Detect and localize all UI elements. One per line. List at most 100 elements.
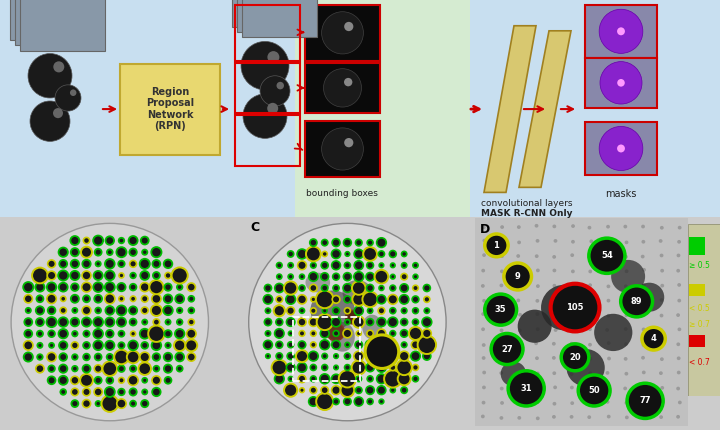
Circle shape (678, 240, 681, 244)
Circle shape (378, 307, 384, 314)
Circle shape (607, 341, 611, 345)
Circle shape (552, 342, 556, 346)
Circle shape (500, 362, 526, 386)
Circle shape (141, 237, 148, 245)
Circle shape (413, 274, 418, 279)
Circle shape (59, 283, 68, 292)
Circle shape (570, 386, 574, 390)
Circle shape (300, 308, 305, 313)
Circle shape (641, 224, 645, 228)
Circle shape (316, 393, 333, 410)
Circle shape (153, 319, 160, 326)
Circle shape (118, 342, 125, 348)
Circle shape (481, 312, 485, 316)
Circle shape (35, 283, 45, 292)
Circle shape (105, 294, 114, 304)
Circle shape (187, 283, 195, 291)
Circle shape (71, 388, 78, 396)
Circle shape (84, 237, 89, 244)
Circle shape (71, 236, 79, 245)
Circle shape (71, 400, 78, 407)
Circle shape (128, 375, 138, 385)
Circle shape (345, 342, 350, 347)
Circle shape (384, 370, 402, 387)
Circle shape (606, 387, 610, 390)
Circle shape (491, 334, 523, 365)
Circle shape (534, 387, 539, 390)
Circle shape (499, 357, 503, 361)
Circle shape (47, 283, 56, 292)
Circle shape (288, 274, 293, 279)
Circle shape (516, 298, 520, 302)
Circle shape (356, 240, 362, 246)
Circle shape (642, 400, 647, 404)
Circle shape (105, 259, 114, 269)
Circle shape (264, 285, 271, 292)
Circle shape (47, 294, 56, 304)
Circle shape (48, 366, 55, 372)
Circle shape (500, 270, 504, 273)
Circle shape (276, 274, 282, 279)
Circle shape (105, 270, 114, 280)
Circle shape (500, 225, 504, 229)
Circle shape (378, 341, 385, 348)
Circle shape (105, 306, 114, 315)
Circle shape (365, 335, 399, 369)
Circle shape (59, 353, 67, 361)
Circle shape (624, 255, 628, 259)
Circle shape (676, 342, 680, 346)
Circle shape (310, 387, 317, 393)
Circle shape (353, 316, 364, 328)
Circle shape (390, 274, 395, 279)
Circle shape (625, 415, 629, 419)
Circle shape (286, 295, 295, 304)
Circle shape (552, 415, 556, 419)
Circle shape (83, 388, 90, 396)
Circle shape (624, 387, 627, 390)
Circle shape (163, 295, 172, 303)
Circle shape (570, 313, 573, 317)
Circle shape (128, 341, 138, 350)
Circle shape (413, 319, 418, 325)
Circle shape (310, 365, 316, 371)
Circle shape (481, 284, 485, 288)
Circle shape (37, 331, 43, 337)
Circle shape (536, 327, 540, 331)
Circle shape (186, 329, 196, 338)
Circle shape (379, 251, 384, 257)
Circle shape (142, 319, 148, 325)
Bar (305, 63, 380, 113)
Circle shape (94, 365, 102, 372)
Circle shape (58, 270, 68, 281)
Circle shape (517, 269, 521, 273)
Circle shape (164, 330, 171, 337)
Circle shape (24, 353, 33, 362)
Circle shape (607, 356, 611, 360)
Circle shape (482, 371, 486, 375)
Circle shape (243, 94, 287, 138)
Circle shape (142, 249, 148, 255)
Circle shape (152, 376, 161, 385)
Circle shape (377, 318, 386, 326)
Circle shape (641, 356, 645, 359)
Circle shape (377, 329, 386, 338)
Bar (689, 284, 706, 296)
Circle shape (107, 354, 113, 360)
Circle shape (660, 226, 664, 230)
Circle shape (588, 283, 592, 287)
Bar (293, 317, 360, 381)
Circle shape (298, 341, 306, 348)
Circle shape (130, 331, 135, 336)
Circle shape (660, 254, 663, 257)
Circle shape (518, 310, 552, 343)
Circle shape (552, 284, 557, 288)
Circle shape (374, 270, 388, 283)
Circle shape (80, 374, 93, 387)
Circle shape (320, 329, 329, 338)
Bar (235, 5, 300, 61)
Circle shape (82, 260, 91, 268)
Circle shape (84, 354, 90, 360)
Circle shape (352, 293, 365, 306)
Circle shape (571, 240, 575, 244)
Circle shape (536, 284, 540, 288)
